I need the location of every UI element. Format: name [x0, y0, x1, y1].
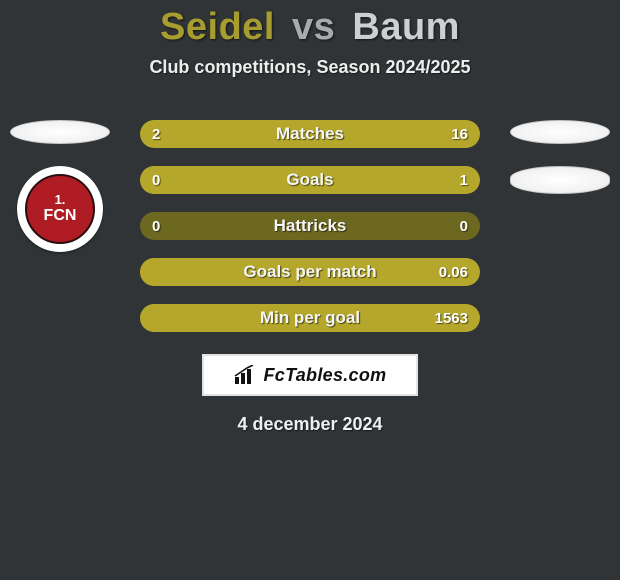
club-badge-inner: 1. FCN — [25, 174, 95, 244]
bar-chart-icon — [234, 365, 258, 385]
subtitle: Club competitions, Season 2024/2025 — [0, 57, 620, 78]
stat-bars: 216Matches 01Goals 00Hattricks 0.06Goals pe… — [140, 120, 480, 332]
badge-bottom: FCN — [44, 207, 77, 224]
player1-photo-placeholder — [10, 120, 110, 144]
player1-club-badge: 1. FCN — [17, 166, 103, 252]
stat-label: Matches — [140, 120, 480, 148]
stat-bar: 01Goals — [140, 166, 480, 194]
stat-label: Goals per match — [140, 258, 480, 286]
stat-label: Min per goal — [140, 304, 480, 332]
player2-photo-placeholder — [510, 120, 610, 144]
stat-label: Hattricks — [140, 212, 480, 240]
player1-name: Seidel — [160, 6, 275, 48]
brand-watermark: FcTables.com — [202, 354, 418, 396]
comparison-title: Seidel vs Baum — [0, 0, 620, 49]
stat-bar: 216Matches — [140, 120, 480, 148]
club-badge-text: 1. FCN — [44, 193, 77, 224]
player2-club-placeholder — [510, 166, 610, 194]
right-column — [500, 120, 620, 194]
left-column: 1. FCN — [0, 120, 120, 252]
stat-bar: 1563Min per goal — [140, 304, 480, 332]
player2-name: Baum — [352, 6, 460, 48]
vs-label: vs — [286, 6, 341, 48]
date: 4 december 2024 — [0, 414, 620, 435]
stat-bar: 0.06Goals per match — [140, 258, 480, 286]
stat-label: Goals — [140, 166, 480, 194]
brand-text: FcTables.com — [264, 365, 387, 386]
stat-bar: 00Hattricks — [140, 212, 480, 240]
badge-top: 1. — [44, 193, 77, 206]
comparison-content: 1. FCN 216Matches 01Goals 00Hattricks 0.06G… — [0, 120, 620, 332]
